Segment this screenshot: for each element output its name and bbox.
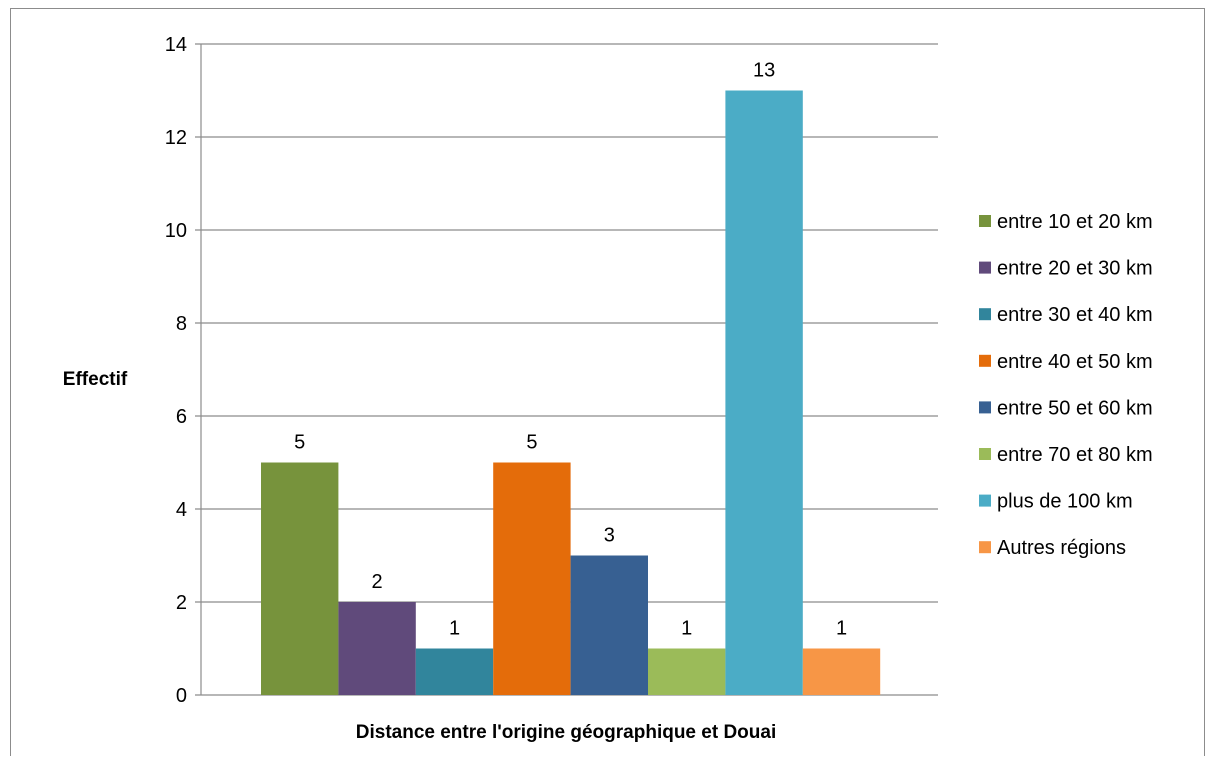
bar	[570, 555, 648, 695]
y-tick-label: 6	[176, 406, 187, 428]
bar	[802, 648, 881, 695]
legend-swatch	[979, 261, 991, 274]
legend-swatch	[979, 308, 991, 321]
y-tick-label: 10	[165, 220, 187, 242]
y-tick-label: 14	[165, 34, 187, 56]
y-axis-title: Effectif	[63, 369, 128, 390]
y-tick-label: 0	[176, 685, 187, 707]
data-label: 1	[681, 618, 692, 640]
bars	[261, 90, 881, 695]
bar-chart: 0 2 4 6 8 10 12 14 5 2 1 5 3 1 13 1 Effectif Distance …	[63, 34, 1153, 743]
legend-item: entre 70 et 80 km	[979, 444, 1153, 466]
legend-swatch	[979, 401, 991, 414]
legend-item: plus de 100 km	[979, 491, 1133, 513]
legend-item: entre 30 et 40 km	[979, 304, 1153, 326]
y-tick-label: 4	[176, 499, 187, 521]
bar	[261, 462, 339, 695]
chart-frame: 0 2 4 6 8 10 12 14 5 2 1 5 3 1 13 1 Effectif Distance …	[10, 8, 1205, 756]
legend-label: plus de 100 km	[997, 491, 1133, 513]
legend-label: entre 30 et 40 km	[997, 304, 1153, 326]
y-axis: 0 2 4 6 8 10 12 14	[165, 34, 202, 707]
legend-swatch	[979, 541, 991, 554]
x-axis-title: Distance entre l'origine géographique et…	[356, 722, 776, 743]
legend-swatch	[979, 354, 991, 367]
legend-label: entre 20 et 30 km	[997, 258, 1153, 280]
legend-item: entre 50 et 60 km	[979, 397, 1153, 419]
legend-label: entre 70 et 80 km	[997, 444, 1153, 466]
legend-label: entre 40 et 50 km	[997, 351, 1153, 373]
legend-item: Autres régions	[979, 537, 1126, 559]
y-tick-label: 2	[176, 592, 187, 614]
legend-label: entre 10 et 20 km	[997, 211, 1153, 233]
bar	[648, 648, 726, 695]
data-label: 5	[526, 432, 537, 454]
y-tick-label: 8	[176, 313, 187, 335]
legend-swatch	[979, 215, 991, 227]
legend-swatch	[979, 448, 991, 460]
legend-item: entre 10 et 20 km	[979, 211, 1153, 233]
data-label: 13	[753, 60, 775, 82]
data-label: 5	[294, 432, 305, 454]
data-label: 2	[372, 571, 383, 593]
legend-swatch	[979, 494, 991, 507]
legend: entre 10 et 20 km entre 20 et 30 km entre …	[979, 211, 1153, 559]
legend-item: entre 20 et 30 km	[979, 258, 1153, 280]
y-tick-label: 12	[165, 127, 187, 149]
bar	[415, 648, 494, 695]
legend-label: entre 50 et 60 km	[997, 397, 1153, 419]
bar	[338, 602, 416, 695]
legend-item: entre 40 et 50 km	[979, 351, 1153, 373]
data-label: 1	[449, 618, 460, 640]
bar	[493, 462, 571, 695]
data-labels: 5 2 1 5 3 1 13 1	[294, 60, 847, 640]
bar	[725, 90, 803, 695]
legend-label: Autres régions	[997, 537, 1126, 559]
data-label: 1	[836, 618, 847, 640]
data-label: 3	[604, 525, 615, 547]
